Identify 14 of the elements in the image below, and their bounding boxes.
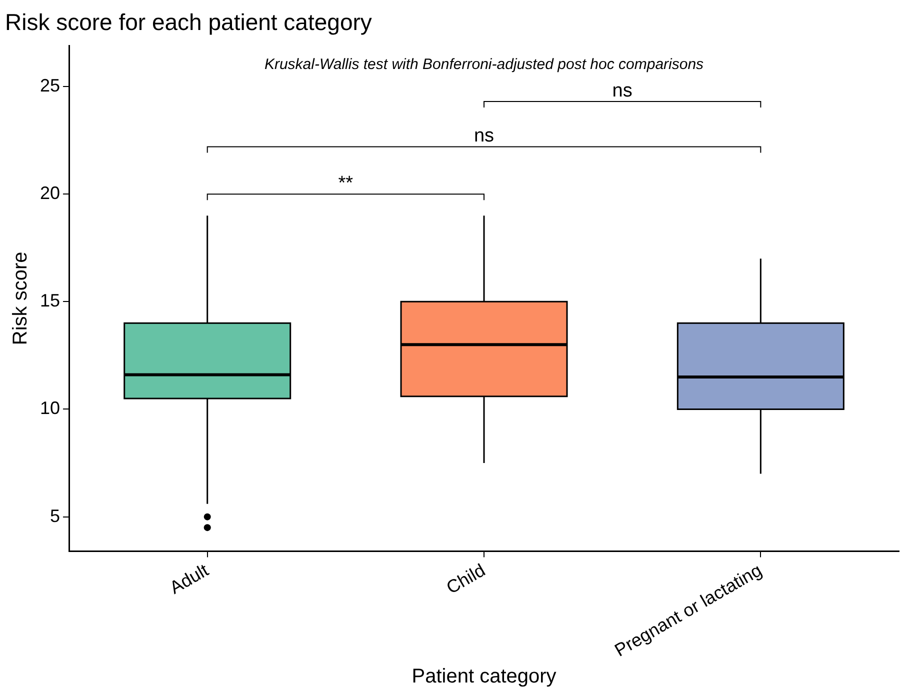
chart-title: Risk score for each patient category (5, 9, 372, 36)
annotation: ** (338, 172, 354, 194)
annotation: ns (474, 125, 494, 146)
y-tick-label: 15 (40, 290, 60, 311)
x-axis-title: Patient category (412, 666, 556, 688)
annotation: Kruskal-Wallis test with Bonferroni-adjusted post hoc comparisons (264, 56, 704, 73)
y-tick-label: 25 (40, 75, 60, 96)
x-tick-label: Adult (166, 560, 212, 598)
x-tick-label: Child (442, 560, 488, 598)
y-tick-label: 20 (40, 183, 60, 204)
annotation: ns (612, 80, 632, 102)
y-tick-label: 10 (40, 398, 60, 418)
y-axis-title: Risk score (10, 252, 32, 346)
y-tick-label: 5 (50, 506, 60, 526)
